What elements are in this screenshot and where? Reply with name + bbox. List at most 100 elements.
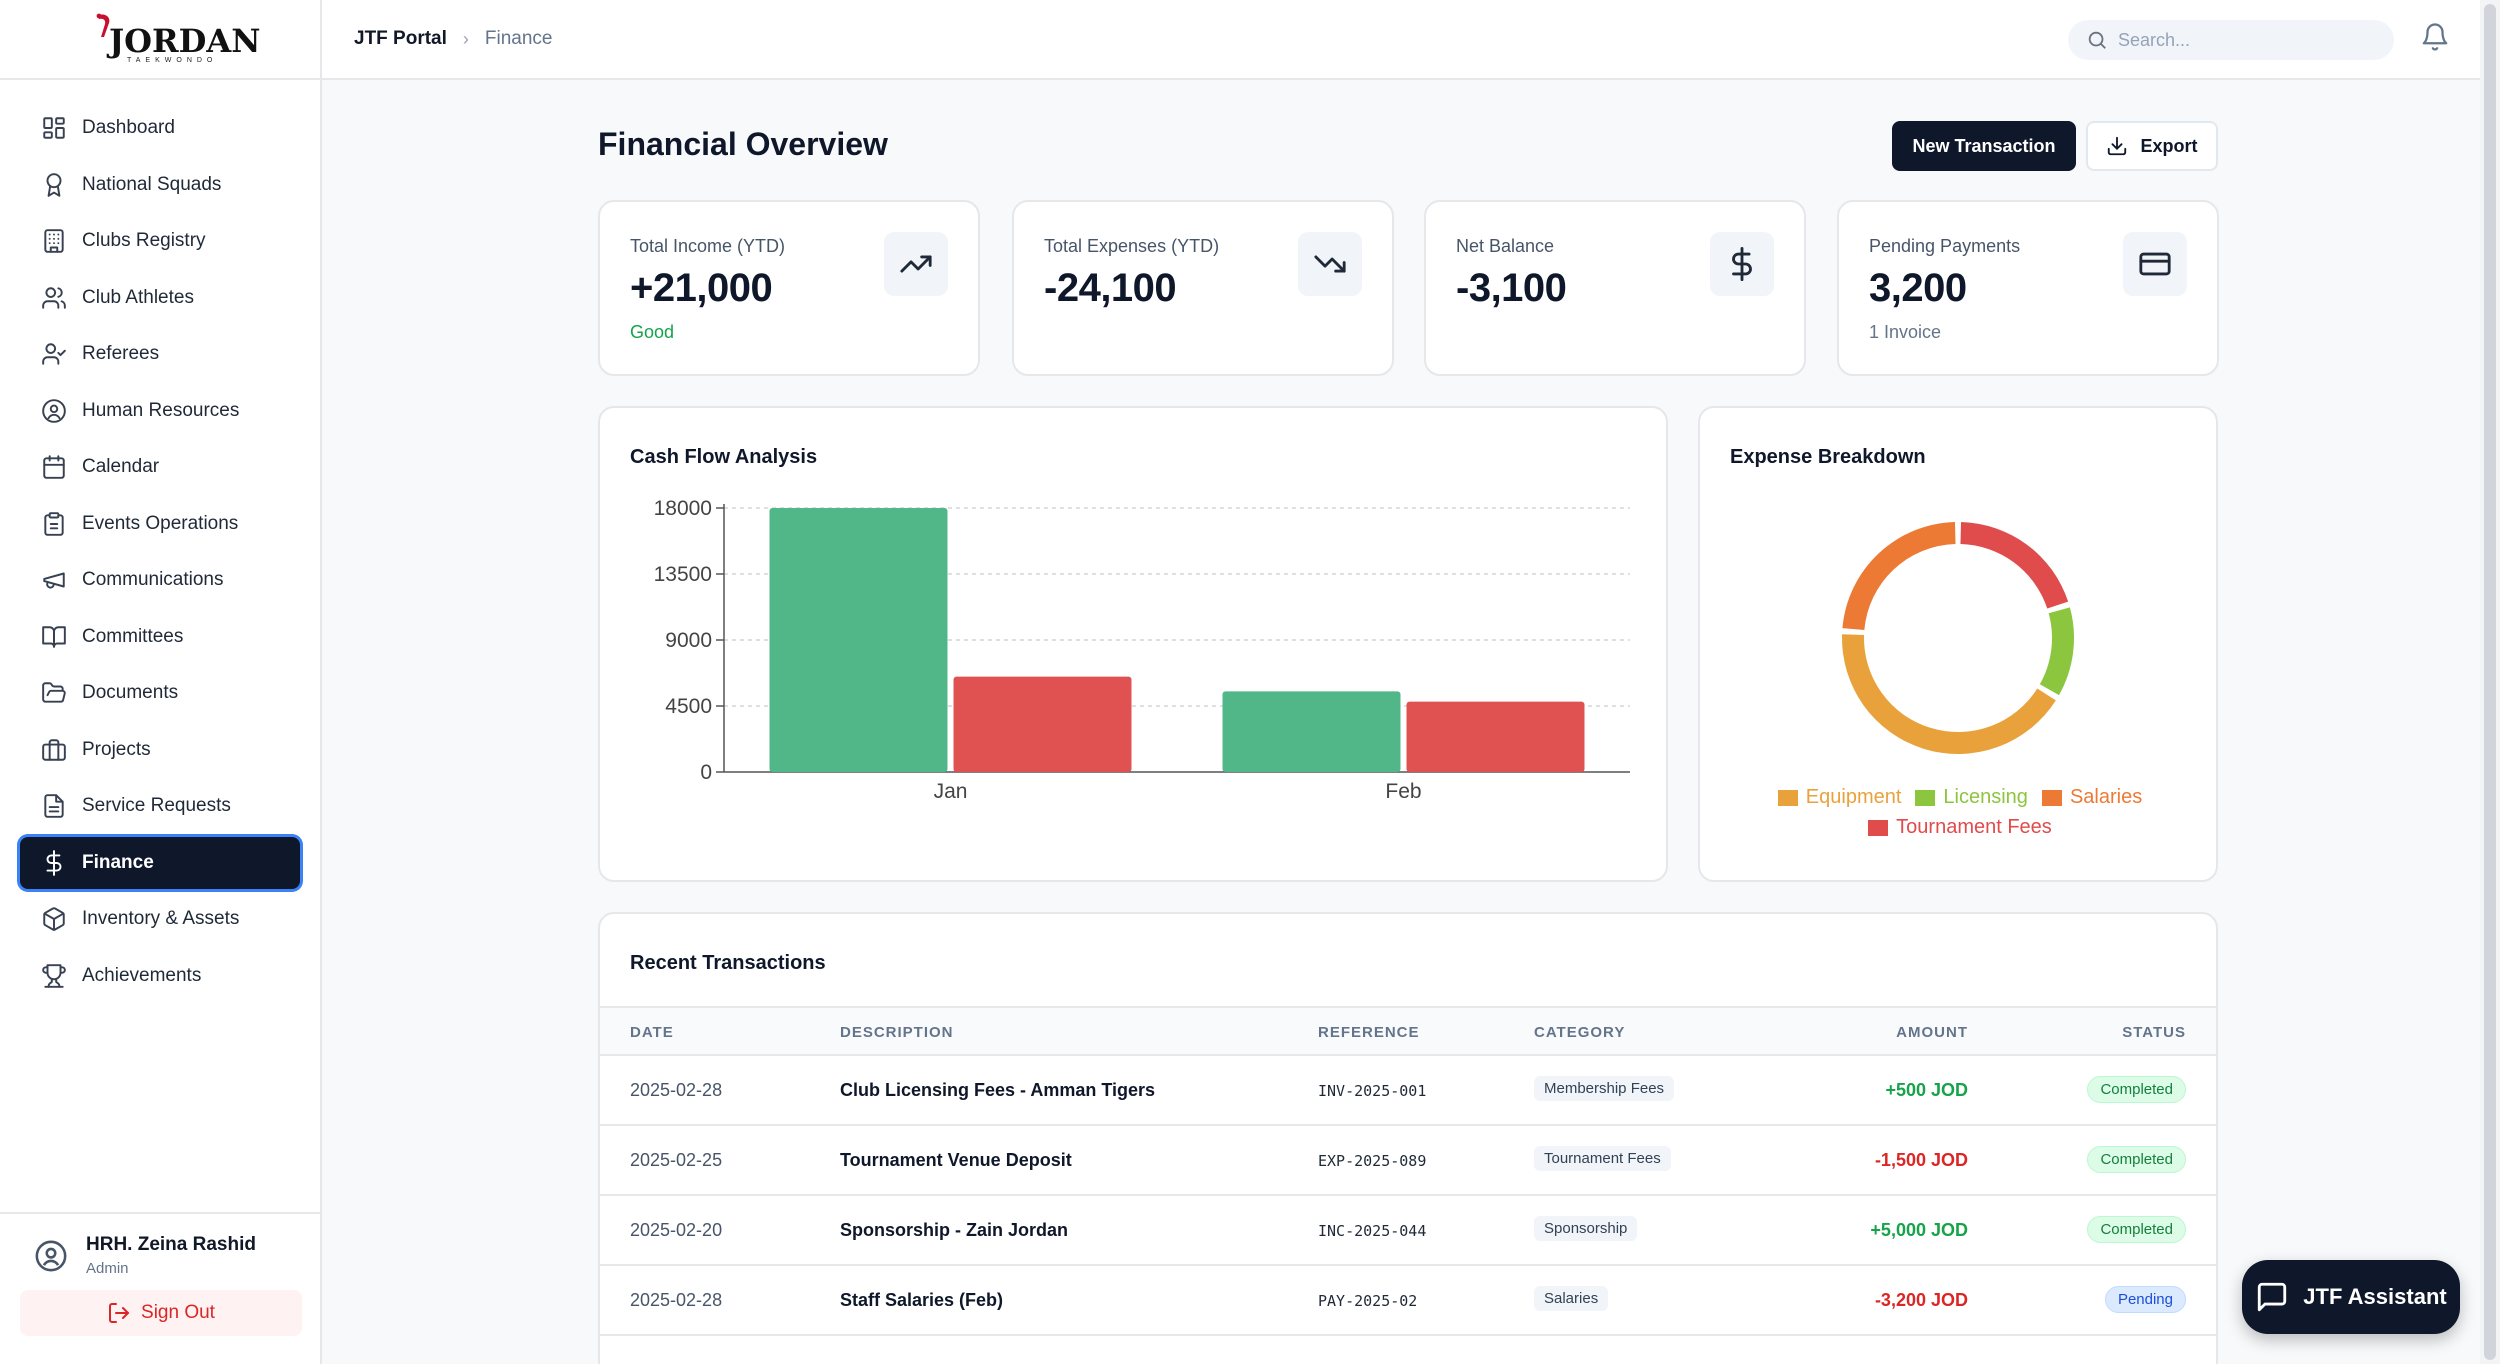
- cash-flow-title: Cash Flow Analysis: [630, 446, 818, 468]
- building-icon: [40, 227, 68, 255]
- column-header[interactable]: AMOUNT: [1896, 1024, 1968, 1041]
- legend-salaries[interactable]: Salaries: [2041, 786, 2142, 809]
- donut-slice-tournament-fees[interactable]: [1960, 522, 2069, 609]
- users-icon: [40, 284, 68, 312]
- sidebar-item-label: Achievements: [82, 964, 202, 986]
- sidebar-item-committees[interactable]: Committees: [20, 611, 300, 663]
- column-header[interactable]: DESCRIPTION: [840, 1024, 954, 1041]
- sidebar-item-club-athletes[interactable]: Club Athletes: [20, 272, 300, 324]
- sidebar-item-human-resources[interactable]: Human Resources: [20, 385, 300, 437]
- page-scrollbar[interactable]: [2480, 0, 2500, 1364]
- logo-mark-icon: [96, 13, 110, 38]
- cell-reference: INV-2025-001: [1318, 1082, 1427, 1100]
- user-check-icon: [40, 340, 68, 368]
- book-icon: [40, 623, 68, 651]
- status-badge: Pending: [2104, 1286, 2186, 1313]
- new-transaction-button[interactable]: New Transaction: [1892, 121, 2076, 171]
- search-icon: [2088, 31, 2106, 49]
- stat-card-net-balance: Net Balance -3,100: [1424, 200, 1806, 376]
- user-block: HRH. Zeina Rashid Admin Sign Out: [0, 1212, 320, 1364]
- table-row[interactable]: 2025-02-25 Tournament Venue Deposit EXP-20…: [600, 1126, 2216, 1196]
- table-row[interactable]: 2025-02-28 Staff Salaries (Feb) PAY-2025-0…: [600, 1266, 2216, 1336]
- cell-date: 2025-02-20: [630, 1220, 723, 1240]
- table-row[interactable]: 2025-02-20 Sponsorship - Zain Jordan INC-2…: [600, 1196, 2216, 1266]
- sidebar-item-service-requests[interactable]: Service Requests: [20, 780, 300, 832]
- sidebar-item-calendar[interactable]: Calendar: [20, 441, 300, 493]
- sidebar-item-clubs-registry[interactable]: Clubs Registry: [20, 215, 300, 267]
- sign-out-button[interactable]: Sign Out: [20, 1290, 302, 1336]
- donut-slice-salaries[interactable]: [1842, 522, 1956, 631]
- notifications-bell-icon[interactable]: [2420, 22, 2452, 56]
- assistant-label: JTF Assistant: [2303, 1284, 2447, 1309]
- stat-label: Net Balance: [1456, 236, 1555, 256]
- bar-feb-income[interactable]: [1222, 691, 1401, 772]
- user-circle-icon: [40, 397, 68, 425]
- table-header: DATE DESCRIPTION REFERENCE CATEGORY AMOU…: [600, 1006, 2216, 1056]
- sidebar-item-finance[interactable]: Finance: [20, 836, 300, 889]
- legend-licensing[interactable]: Licensing: [1915, 786, 2028, 809]
- stat-value: -24,100: [1044, 266, 1177, 310]
- stat-value: +21,000: [630, 266, 773, 310]
- jtf-assistant-button[interactable]: JTF Assistant: [2242, 1260, 2460, 1334]
- cell-date: 2025-02-25: [630, 1150, 723, 1170]
- breadcrumb-root[interactable]: JTF Portal: [354, 28, 447, 49]
- category-badge: Membership Fees: [1534, 1076, 1675, 1101]
- stat-card-expenses: Total Expenses (YTD) -24,100: [1012, 200, 1394, 376]
- bar-jan-income[interactable]: [769, 508, 948, 772]
- y-tick-label: 0: [700, 761, 712, 784]
- cell-amount: -1,500 JOD: [1874, 1150, 1968, 1170]
- column-header[interactable]: STATUS: [2122, 1024, 2186, 1041]
- sidebar-item-label: Service Requests: [82, 795, 231, 816]
- trending-up-icon: [884, 232, 948, 296]
- expense-donut-chart: [1842, 522, 2074, 754]
- y-tick-label: 9000: [665, 629, 712, 652]
- legend-tournament-fees[interactable]: Tournament Fees: [1868, 816, 2052, 839]
- search-input[interactable]: [2118, 29, 2378, 51]
- sidebar-item-dashboard[interactable]: Dashboard: [20, 102, 300, 154]
- column-header[interactable]: REFERENCE: [1318, 1024, 1420, 1041]
- donut-slice-licensing[interactable]: [2039, 607, 2074, 696]
- user-profile[interactable]: HRH. Zeina Rashid Admin: [34, 1234, 256, 1277]
- sidebar-item-events-operations[interactable]: Events Operations: [20, 498, 300, 550]
- table-row[interactable]: 2025-02-28 Club Licensing Fees - Amman Ti…: [600, 1056, 2216, 1126]
- package-icon: [40, 905, 68, 933]
- award-icon: [40, 171, 68, 199]
- sidebar-item-label: Events Operations: [82, 512, 239, 534]
- export-button[interactable]: Export: [2086, 121, 2218, 171]
- breadcrumb-current: Finance: [484, 28, 553, 49]
- page-title: Financial Overview: [598, 126, 888, 162]
- legend-equipment[interactable]: Equipment: [1777, 786, 1902, 809]
- sidebar-item-documents[interactable]: Documents: [20, 667, 300, 719]
- sidebar-item-label: Communications: [82, 569, 224, 590]
- sidebar-item-label: Clubs Registry: [82, 230, 206, 251]
- column-header[interactable]: DATE: [630, 1024, 674, 1041]
- sidebar-item-achievements[interactable]: Achievements: [20, 950, 300, 1002]
- column-header[interactable]: CATEGORY: [1534, 1024, 1626, 1041]
- scroll-thumb[interactable]: [2484, 4, 2496, 1360]
- legend-row-2: Tournament Fees: [1700, 816, 2220, 839]
- clipboard-icon: [40, 510, 68, 538]
- recent-transactions-card: Recent Transactions DATE DESCRIPTION REF…: [598, 912, 2218, 1364]
- sidebar-item-communications[interactable]: Communications: [20, 554, 300, 606]
- expense-breakdown-card: Expense Breakdown Equipment Licensing Sa…: [1698, 406, 2218, 882]
- dollar-sign-icon: [1710, 232, 1774, 296]
- stat-foot: 1 Invoice: [1869, 322, 1942, 342]
- sign-out-label: Sign Out: [141, 1302, 215, 1323]
- trending-down-icon: [1298, 232, 1362, 296]
- sidebar-item-projects[interactable]: Projects: [20, 724, 300, 776]
- cell-amount: +5,000 JOD: [1870, 1220, 1968, 1240]
- bar-feb-expense[interactable]: [1406, 701, 1585, 772]
- sidebar-item-national-squads[interactable]: National Squads: [20, 159, 300, 211]
- sidebar-item-referees[interactable]: Referees: [20, 328, 300, 380]
- cash-flow-card: Cash Flow Analysis 0 4500 9000 13500 18000 Ja…: [598, 406, 1668, 882]
- trophy-icon: [40, 962, 68, 990]
- donut-slice-equipment[interactable]: [1842, 634, 2056, 754]
- bar-jan-expense[interactable]: [953, 676, 1132, 772]
- credit-card-icon: [2123, 232, 2187, 296]
- jordan-taekwondo-logo[interactable]: JORDAN TAEKWONDO: [95, 11, 260, 67]
- export-label: Export: [2140, 135, 2198, 156]
- sidebar-nav: Dashboard National Squads Clubs Registry Cl…: [0, 80, 320, 1002]
- search-box[interactable]: [2068, 20, 2394, 60]
- legend-label: Equipment: [1805, 786, 1902, 808]
- sidebar-item-inventory-assets[interactable]: Inventory & Assets: [20, 893, 300, 945]
